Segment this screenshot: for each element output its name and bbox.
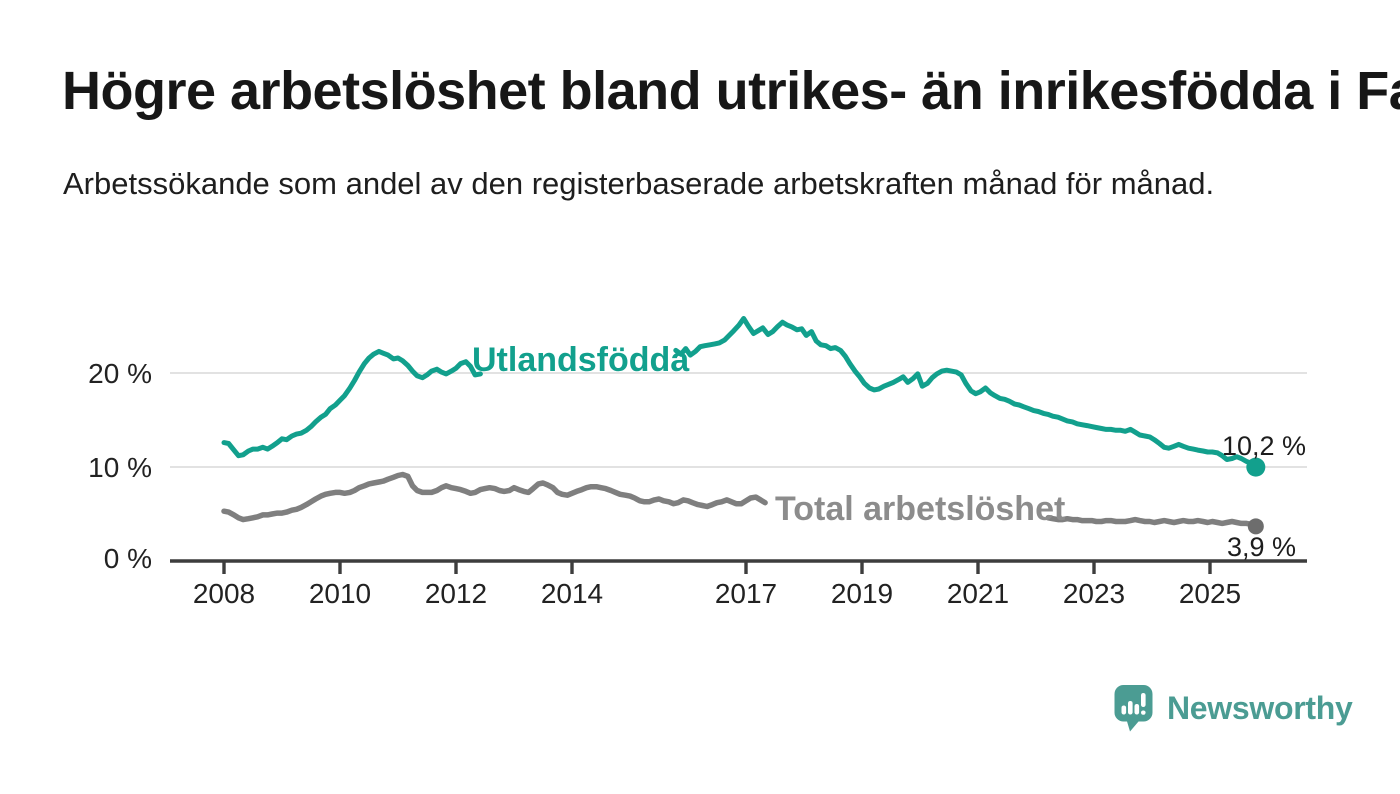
series-end-value-utlandsfodda: 10,2 % [1222, 431, 1306, 461]
newsworthy-branding: Newsworthy [1114, 684, 1353, 732]
series-end-value-total: 3,9 % [1227, 532, 1296, 562]
series-label-total: Total arbetslöshet [775, 490, 1065, 528]
x-tick-label: 2008 [193, 578, 255, 609]
y-tick-label: 0 % [104, 543, 152, 574]
x-tick-label: 2023 [1063, 578, 1125, 609]
newsworthy-logo-text: Newsworthy [1167, 689, 1353, 726]
x-tick-label: 2019 [831, 578, 893, 609]
chart-subtitle: Arbetssökande som andel av den registerb… [63, 166, 1215, 201]
newsworthy-logo-icon [1114, 685, 1153, 732]
y-tick-label: 20 % [88, 358, 152, 389]
series-label-utlandsfodda: Utlandsfödda [472, 341, 690, 379]
series-line-utlandsfodda [673, 316, 1259, 468]
x-tick-label: 2021 [947, 578, 1009, 609]
x-tick-label: 2014 [541, 578, 603, 609]
series-end-dot-utlandsfodda [1246, 457, 1266, 477]
page-title: Högre arbetslöshet bland utrikes- än inr… [62, 61, 1400, 121]
series-line-total [221, 471, 768, 523]
x-tick-label: 2017 [715, 578, 777, 609]
series-line-total [1045, 515, 1259, 528]
x-tick-label: 2025 [1179, 578, 1241, 609]
y-tick-label: 10 % [88, 452, 152, 483]
x-tick-label: 2012 [425, 578, 487, 609]
series-end-dot-total [1247, 518, 1264, 535]
x-tick-label: 2010 [309, 578, 371, 609]
series-line-utlandsfodda [221, 348, 483, 459]
